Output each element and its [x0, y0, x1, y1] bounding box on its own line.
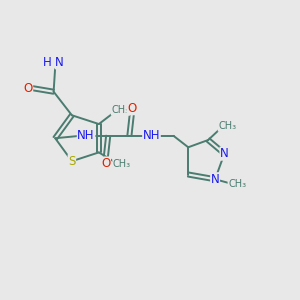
Text: CH₃: CH₃	[113, 159, 131, 169]
Text: NH: NH	[77, 129, 95, 142]
Text: CH₃: CH₃	[218, 121, 236, 131]
Text: CH₃: CH₃	[111, 105, 129, 115]
Text: O: O	[101, 157, 110, 170]
Text: S: S	[68, 155, 76, 168]
Text: CH₃: CH₃	[228, 179, 246, 189]
Text: N: N	[211, 173, 219, 186]
Text: H: H	[43, 56, 51, 69]
Text: N: N	[55, 56, 64, 69]
Text: O: O	[127, 102, 136, 115]
Text: N: N	[220, 147, 229, 160]
Text: O: O	[23, 82, 33, 95]
Text: NH: NH	[143, 129, 160, 142]
